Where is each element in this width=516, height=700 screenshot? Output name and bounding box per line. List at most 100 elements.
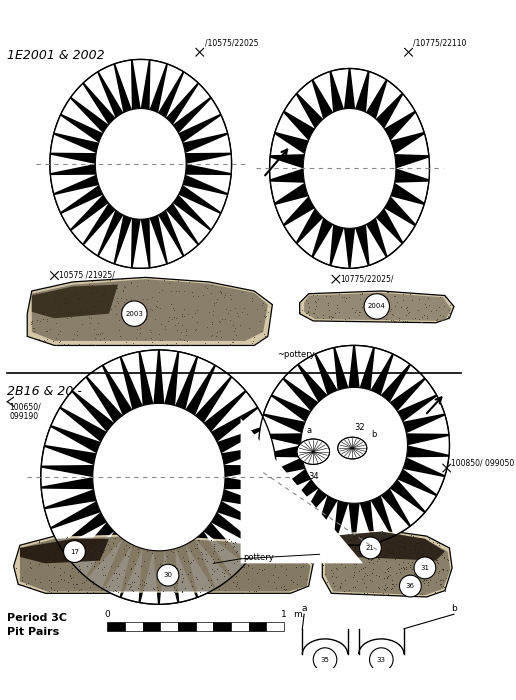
Point: [192, 323, 200, 334]
Point: [208, 318, 216, 329]
Point: [193, 539, 201, 550]
Point: [70, 288, 78, 299]
Point: [389, 578, 397, 589]
Point: [186, 536, 194, 547]
Point: [172, 337, 180, 349]
Point: [137, 314, 145, 325]
Point: [91, 556, 100, 568]
Point: [123, 533, 132, 545]
Point: [264, 307, 272, 318]
Polygon shape: [61, 99, 103, 133]
Point: [209, 553, 217, 564]
Point: [126, 564, 135, 575]
Point: [436, 291, 444, 302]
Point: [128, 540, 137, 552]
Point: [258, 565, 266, 576]
Point: [187, 576, 195, 587]
Polygon shape: [335, 346, 353, 388]
Point: [229, 537, 237, 548]
Point: [328, 556, 336, 567]
Point: [146, 324, 154, 335]
Point: [433, 537, 441, 548]
Point: [427, 542, 436, 553]
Point: [309, 289, 317, 300]
Text: 1: 1: [281, 610, 287, 619]
Point: [210, 556, 218, 568]
Point: [69, 333, 77, 344]
Point: [58, 286, 67, 297]
Point: [185, 536, 194, 547]
Point: [112, 309, 120, 320]
Point: [42, 310, 50, 321]
Point: [388, 578, 396, 589]
Point: [41, 336, 50, 347]
Point: [201, 543, 209, 554]
Point: [355, 307, 363, 318]
Point: [99, 570, 107, 581]
Point: [392, 567, 400, 578]
Polygon shape: [195, 366, 231, 415]
Point: [324, 297, 332, 308]
Point: [207, 569, 216, 580]
Point: [421, 299, 429, 310]
Point: [110, 568, 119, 579]
Point: [313, 312, 321, 323]
Point: [92, 286, 101, 297]
Point: [330, 557, 338, 568]
Point: [158, 284, 166, 295]
Point: [400, 543, 409, 554]
Point: [414, 576, 423, 587]
Point: [178, 585, 186, 596]
Point: [203, 321, 211, 332]
Point: [50, 296, 58, 307]
Text: 36: 36: [406, 583, 415, 589]
Polygon shape: [204, 377, 245, 423]
Point: [142, 578, 150, 589]
Point: [360, 543, 368, 554]
Point: [233, 576, 241, 587]
Point: [380, 550, 389, 561]
Point: [434, 557, 442, 568]
Point: [113, 283, 121, 294]
Polygon shape: [301, 387, 408, 503]
Point: [345, 584, 353, 595]
Point: [303, 307, 312, 318]
Point: [224, 307, 232, 318]
Polygon shape: [20, 539, 109, 564]
Point: [377, 537, 385, 548]
Point: [221, 288, 229, 299]
Point: [178, 575, 186, 587]
Point: [127, 577, 136, 588]
Polygon shape: [95, 108, 186, 219]
Text: 33: 33: [377, 657, 386, 663]
Point: [136, 327, 144, 338]
Point: [277, 581, 285, 592]
Point: [383, 564, 392, 575]
Point: [443, 554, 452, 566]
Point: [358, 573, 366, 584]
Point: [256, 315, 264, 326]
Point: [369, 587, 378, 598]
Point: [237, 307, 246, 318]
Point: [438, 550, 446, 561]
Point: [178, 319, 186, 330]
Bar: [142, 622, 160, 631]
Point: [134, 546, 142, 557]
Point: [399, 288, 407, 299]
Polygon shape: [275, 196, 309, 224]
Point: [75, 294, 83, 305]
Point: [405, 307, 413, 318]
Point: [389, 314, 397, 326]
Point: [120, 543, 128, 554]
Point: [158, 579, 166, 590]
Point: [215, 315, 223, 326]
Point: [24, 577, 32, 588]
Point: [405, 588, 413, 599]
Point: [129, 555, 137, 566]
Point: [440, 552, 448, 563]
Polygon shape: [51, 512, 101, 546]
Point: [49, 335, 57, 346]
Polygon shape: [260, 457, 302, 475]
Point: [328, 311, 336, 322]
Point: [327, 540, 335, 551]
